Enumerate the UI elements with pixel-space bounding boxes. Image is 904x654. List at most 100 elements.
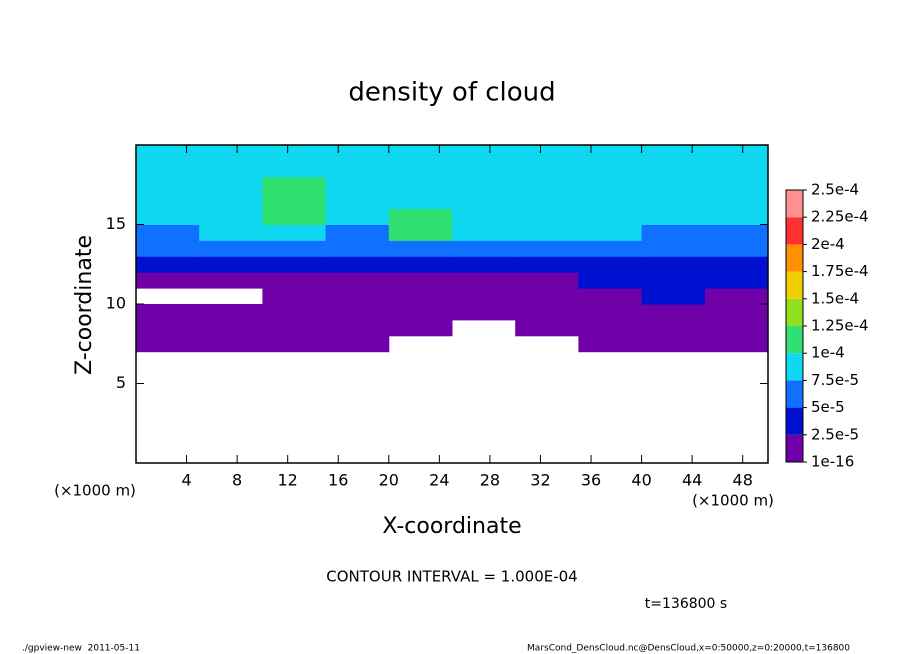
- heat-cell: [136, 240, 200, 257]
- heat-cell: [578, 304, 643, 321]
- heat-cell: [452, 272, 516, 289]
- heat-cell: [704, 145, 769, 162]
- x-tick-label: 16: [328, 471, 348, 490]
- heat-cell: [641, 288, 706, 305]
- heat-cell: [136, 224, 200, 241]
- heat-cell: [452, 240, 516, 257]
- heat-cell: [452, 304, 516, 321]
- x-tick-label: 44: [682, 471, 702, 490]
- heat-cell: [199, 256, 263, 273]
- heat-cell: [136, 304, 200, 321]
- time-label: t=136800 s: [645, 596, 727, 612]
- heat-cell: [704, 288, 769, 305]
- heat-cell: [452, 145, 516, 162]
- colorbar-swatch: [786, 217, 803, 245]
- y-tick-label: 10: [106, 294, 126, 313]
- heat-cell: [388, 176, 453, 194]
- heat-cell: [515, 256, 579, 273]
- x-tick-label: 28: [480, 471, 500, 490]
- colorbar-swatch: [786, 244, 803, 272]
- heat-cell: [388, 272, 453, 289]
- heat-cell: [641, 319, 706, 337]
- heat-cell: [325, 176, 390, 194]
- heat-cell: [325, 335, 390, 353]
- contour-interval: CONTOUR INTERVAL = 1.000E-04: [326, 568, 577, 586]
- heat-cell: [388, 160, 453, 178]
- heat-cell: [515, 160, 579, 178]
- heat-cell: [325, 256, 390, 273]
- heat-cell: [578, 192, 643, 210]
- heat-cell: [262, 224, 327, 241]
- heat-cell: [199, 272, 263, 289]
- heat-cell: [515, 272, 579, 289]
- colorbar-swatch: [786, 434, 803, 462]
- heat-cell: [136, 335, 200, 353]
- heat-cell: [325, 145, 390, 162]
- heat-cell: [262, 288, 327, 305]
- heat-cell: [262, 145, 327, 162]
- heat-cell: [388, 256, 453, 273]
- heat-cell: [325, 319, 390, 337]
- colorbar-label: 5e-5: [811, 398, 845, 416]
- heat-cell: [199, 304, 263, 321]
- colorbar-label: 1.25e-4: [811, 317, 869, 335]
- heat-cell: [452, 224, 516, 241]
- heat-cell: [388, 240, 453, 257]
- heat-cell: [136, 319, 200, 337]
- heat-cell: [704, 304, 769, 321]
- heat-cell: [199, 192, 263, 210]
- heat-cell: [578, 224, 643, 241]
- heat-cell: [704, 192, 769, 210]
- colorbar-label: 1.5e-4: [811, 289, 859, 307]
- heat-cell: [515, 304, 579, 321]
- heat-cell: [262, 208, 327, 225]
- heat-cell: [388, 192, 453, 210]
- heat-cell: [136, 192, 200, 210]
- heat-cell: [325, 272, 390, 289]
- heat-cell: [515, 192, 579, 210]
- heat-cell: [578, 288, 643, 305]
- heat-cell: [388, 304, 453, 321]
- heat-cell: [515, 224, 579, 241]
- x-tick-label: 8: [232, 471, 242, 490]
- heat-cell: [704, 256, 769, 273]
- colorbar-label: 1.75e-4: [811, 262, 869, 280]
- heat-cell: [325, 192, 390, 210]
- heat-cell: [452, 256, 516, 273]
- heat-cell: [452, 288, 516, 305]
- heat-cell: [704, 240, 769, 257]
- colorbar-swatch: [786, 353, 803, 381]
- heat-cell: [199, 224, 263, 241]
- heat-cell: [515, 240, 579, 257]
- heat-cell: [641, 208, 706, 225]
- heat-cell: [136, 272, 200, 289]
- heat-cell: [578, 256, 643, 273]
- heat-cell: [325, 224, 390, 241]
- x-tick-label: 40: [631, 471, 651, 490]
- heat-cell: [262, 176, 327, 194]
- heat-cell: [262, 319, 327, 337]
- heat-cell: [578, 145, 643, 162]
- heat-cell: [578, 176, 643, 194]
- heat-cell: [262, 304, 327, 321]
- heat-cell: [641, 240, 706, 257]
- heat-cell: [262, 256, 327, 273]
- colorbar-label: 2e-4: [811, 235, 845, 253]
- heat-cell: [136, 176, 200, 194]
- heat-cell: [388, 145, 453, 162]
- heat-cell: [515, 145, 579, 162]
- x-tick-label: 12: [278, 471, 298, 490]
- heat-cell: [641, 176, 706, 194]
- heat-cell: [641, 335, 706, 353]
- heat-cell: [515, 208, 579, 225]
- chart-title: density of cloud: [348, 78, 555, 108]
- heat-cell: [388, 224, 453, 241]
- colorbar-swatch: [786, 190, 803, 218]
- heat-cell: [262, 240, 327, 257]
- heat-cell: [136, 145, 200, 162]
- heat-cell: [199, 335, 263, 353]
- heat-cell: [578, 240, 643, 257]
- heat-cell: [452, 176, 516, 194]
- y-tick-label: 15: [106, 214, 126, 233]
- x-axis-label: X-coordinate: [382, 514, 521, 539]
